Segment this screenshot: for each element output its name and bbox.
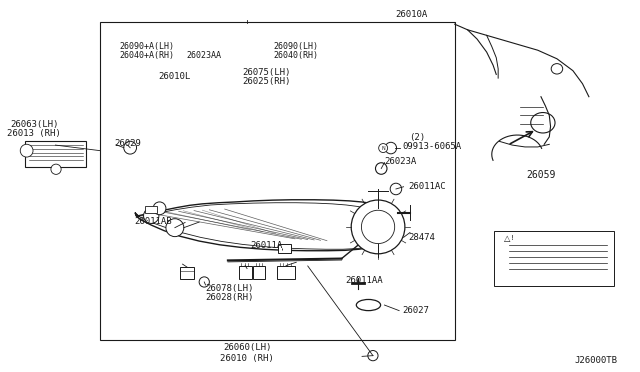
Text: 26011AC: 26011AC (409, 182, 446, 190)
Text: 26010 (RH): 26010 (RH) (220, 355, 274, 363)
Text: 26023A: 26023A (385, 157, 417, 166)
Text: 26090(LH): 26090(LH) (274, 42, 319, 51)
Circle shape (379, 144, 388, 153)
Text: 26059: 26059 (526, 170, 556, 180)
Text: 26075(LH): 26075(LH) (242, 68, 291, 77)
Circle shape (199, 277, 209, 287)
Bar (180, 267, 194, 279)
Text: 26027: 26027 (403, 306, 429, 315)
Circle shape (385, 142, 397, 154)
Text: 26063(LH): 26063(LH) (10, 120, 58, 129)
Circle shape (351, 200, 405, 254)
Text: J26000TB: J26000TB (575, 356, 618, 365)
Text: 26060(LH): 26060(LH) (223, 343, 271, 352)
Bar (494, 231, 614, 286)
Bar (278, 244, 291, 253)
Circle shape (376, 163, 387, 174)
Ellipse shape (531, 112, 555, 133)
Bar (100, 22, 454, 340)
Circle shape (20, 144, 33, 157)
Text: 26025(RH): 26025(RH) (242, 77, 291, 86)
Text: △: △ (504, 234, 510, 243)
Bar (239, 266, 252, 279)
Circle shape (153, 202, 166, 215)
Text: 26023AA: 26023AA (187, 51, 221, 60)
Circle shape (390, 183, 402, 195)
Text: 26078(LH): 26078(LH) (205, 284, 254, 293)
Text: 26029: 26029 (114, 139, 141, 148)
Text: 09913-6065A: 09913-6065A (403, 142, 461, 151)
Text: 26013 (RH): 26013 (RH) (8, 129, 61, 138)
Text: 26010A: 26010A (396, 10, 428, 19)
Ellipse shape (356, 299, 381, 311)
Bar (253, 266, 265, 279)
Text: (2): (2) (409, 133, 425, 142)
Text: 26090+A(LH): 26090+A(LH) (119, 42, 174, 51)
Text: !: ! (511, 235, 514, 241)
Text: 26040(RH): 26040(RH) (274, 51, 319, 60)
Circle shape (166, 219, 184, 237)
Circle shape (143, 208, 159, 224)
Text: 26011A: 26011A (250, 241, 282, 250)
Text: 26028(RH): 26028(RH) (205, 293, 254, 302)
Circle shape (368, 350, 378, 361)
Circle shape (51, 164, 61, 174)
Text: 26011AA: 26011AA (345, 276, 383, 285)
Bar (277, 266, 295, 279)
Text: 26040+A(RH): 26040+A(RH) (119, 51, 174, 60)
Text: 28474: 28474 (409, 233, 436, 242)
Text: 26010L: 26010L (159, 72, 191, 81)
Ellipse shape (551, 64, 563, 74)
Bar (145, 206, 157, 213)
Bar (26, 141, 86, 167)
Text: N: N (381, 145, 385, 151)
Circle shape (124, 141, 136, 154)
Circle shape (362, 210, 395, 244)
Text: 26011AB: 26011AB (134, 217, 172, 226)
